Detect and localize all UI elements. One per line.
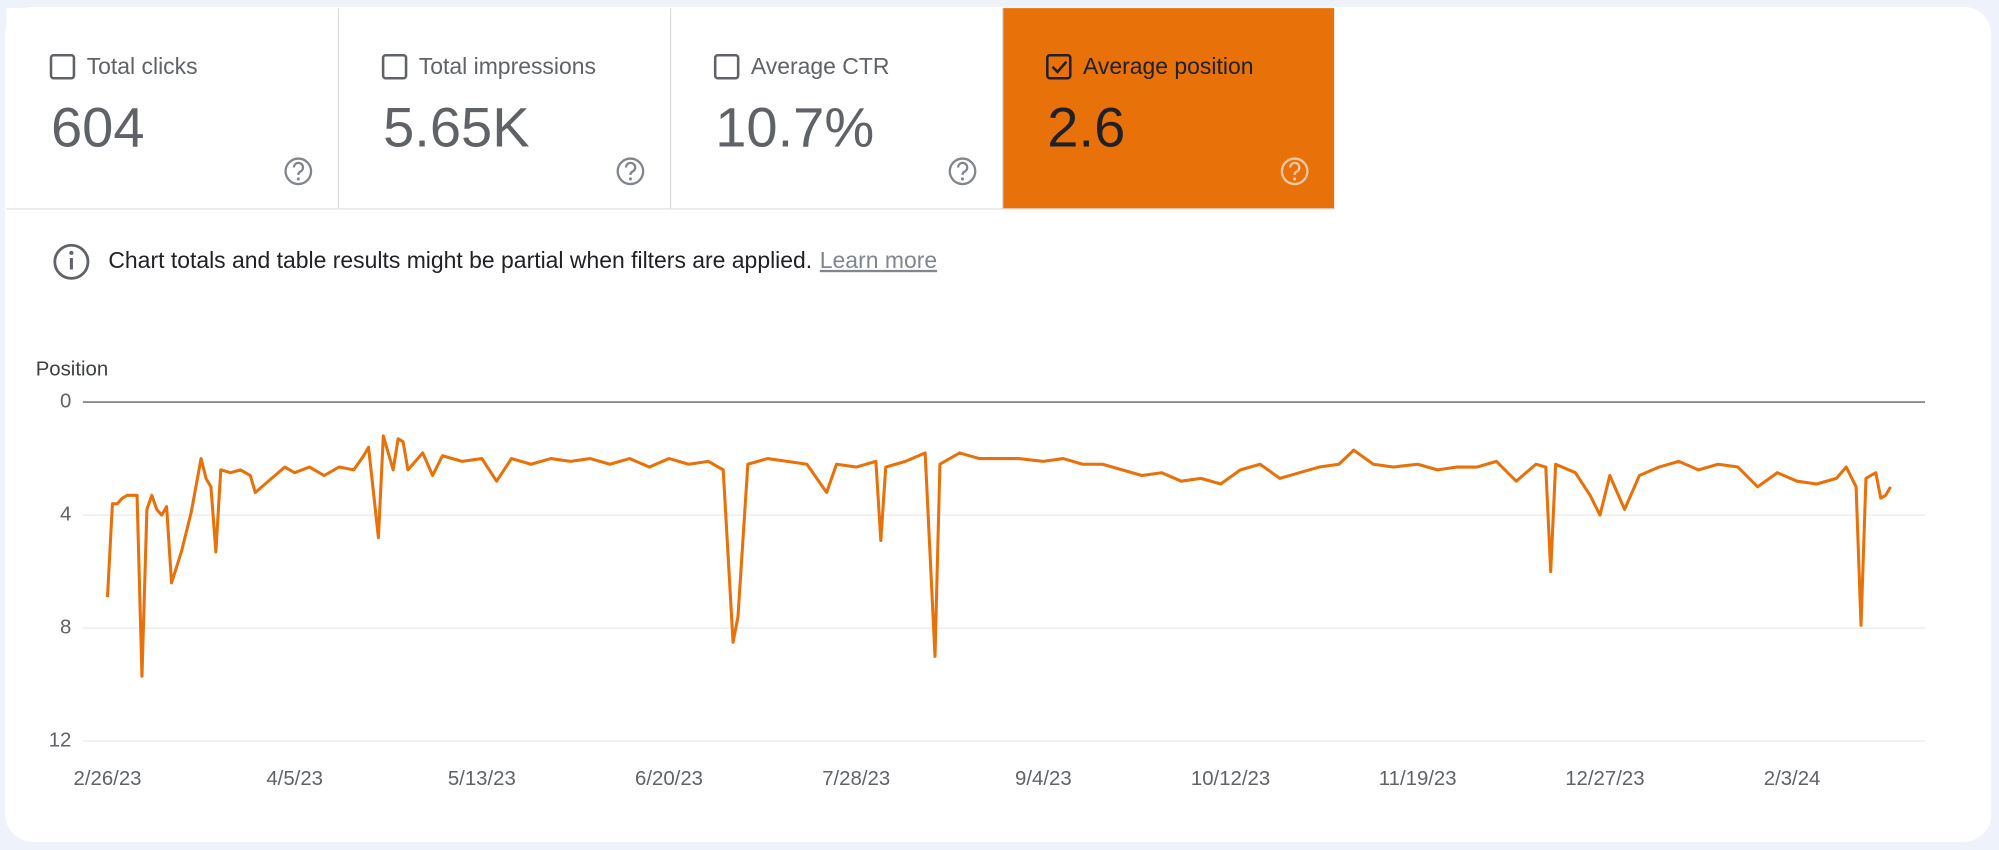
y-tick-label: 4: [60, 503, 71, 525]
metric-label: Total clicks: [87, 53, 198, 79]
metric-label: Average CTR: [751, 53, 890, 79]
metric-card[interactable]: Average position 2.6: [1002, 8, 1335, 209]
metric-value: 604: [51, 96, 145, 159]
help-icon-mark: [624, 161, 637, 175]
position-line: [105, 434, 1892, 678]
help-icon[interactable]: [284, 157, 313, 186]
checkbox[interactable]: [381, 54, 408, 80]
info-icon: [53, 243, 90, 280]
help-icon-dot: [1293, 177, 1297, 181]
info-icon-dot: [69, 250, 74, 255]
x-tick-label: 2/3/24: [1764, 768, 1821, 790]
help-icon[interactable]: [1280, 157, 1309, 186]
x-tick-label: 11/19/23: [1379, 768, 1457, 790]
checkbox[interactable]: [49, 54, 76, 80]
x-tick-label: 10/12/23: [1191, 768, 1270, 790]
notice-text: Chart totals and table results might be …: [108, 247, 812, 273]
help-icon-mark: [1289, 161, 1301, 175]
x-tick-label: 7/28/23: [822, 768, 890, 790]
x-tick-label: 2/26/23: [74, 768, 142, 790]
metric-value: 10.7%: [715, 96, 874, 159]
learn-more-link[interactable]: Learn more: [820, 247, 937, 273]
metric-value: 5.65K: [383, 96, 530, 159]
card-bg: [338, 8, 670, 209]
metric-cards: Total clicks 604 Total impressions 5.65K Ave…: [6, 8, 1335, 209]
x-tick-label: 5/13/23: [448, 768, 516, 790]
panel: [5, 6, 1992, 842]
y-tick-label: 0: [60, 390, 71, 412]
y-tick-label: 8: [60, 617, 71, 639]
y-axis-title: Position: [36, 359, 109, 381]
help-icon-mark: [956, 161, 969, 175]
metric-value: 2.6: [1047, 96, 1125, 159]
help-icon-mark: [292, 161, 305, 175]
metric-label: Total impressions: [419, 53, 596, 79]
info-icon-bar: [69, 257, 73, 270]
checkbox[interactable]: [1046, 54, 1072, 80]
checkmark: [1051, 60, 1068, 74]
plot: 0 4 8 122/26/23 4/5/23 5/13/23 6/20/23 7/28/23 9…: [49, 390, 1926, 790]
help-icon-dot: [628, 177, 632, 181]
x-tick-label: 12/27/23: [1565, 768, 1644, 790]
x-tick-label: 9/4/23: [1015, 768, 1072, 790]
help-icon[interactable]: [948, 157, 977, 186]
help-icon[interactable]: [616, 157, 645, 186]
metric-card[interactable]: Average CTR 10.7%: [669, 8, 1003, 209]
x-tick-label: 4/5/23: [266, 768, 323, 790]
card-bg: [6, 8, 338, 209]
help-icon-dot: [296, 177, 300, 181]
metric-label: Average position: [1083, 53, 1253, 79]
metric-card[interactable]: Total clicks 604: [6, 8, 338, 209]
card-bg: [670, 8, 1003, 209]
card-bg: [1002, 8, 1335, 209]
x-tick-label: 6/20/23: [635, 768, 703, 790]
help-icon-dot: [960, 177, 965, 181]
y-tick-label: 12: [49, 730, 72, 752]
checkbox[interactable]: [713, 54, 740, 80]
metric-card[interactable]: Total impressions 5.65K: [337, 8, 670, 209]
